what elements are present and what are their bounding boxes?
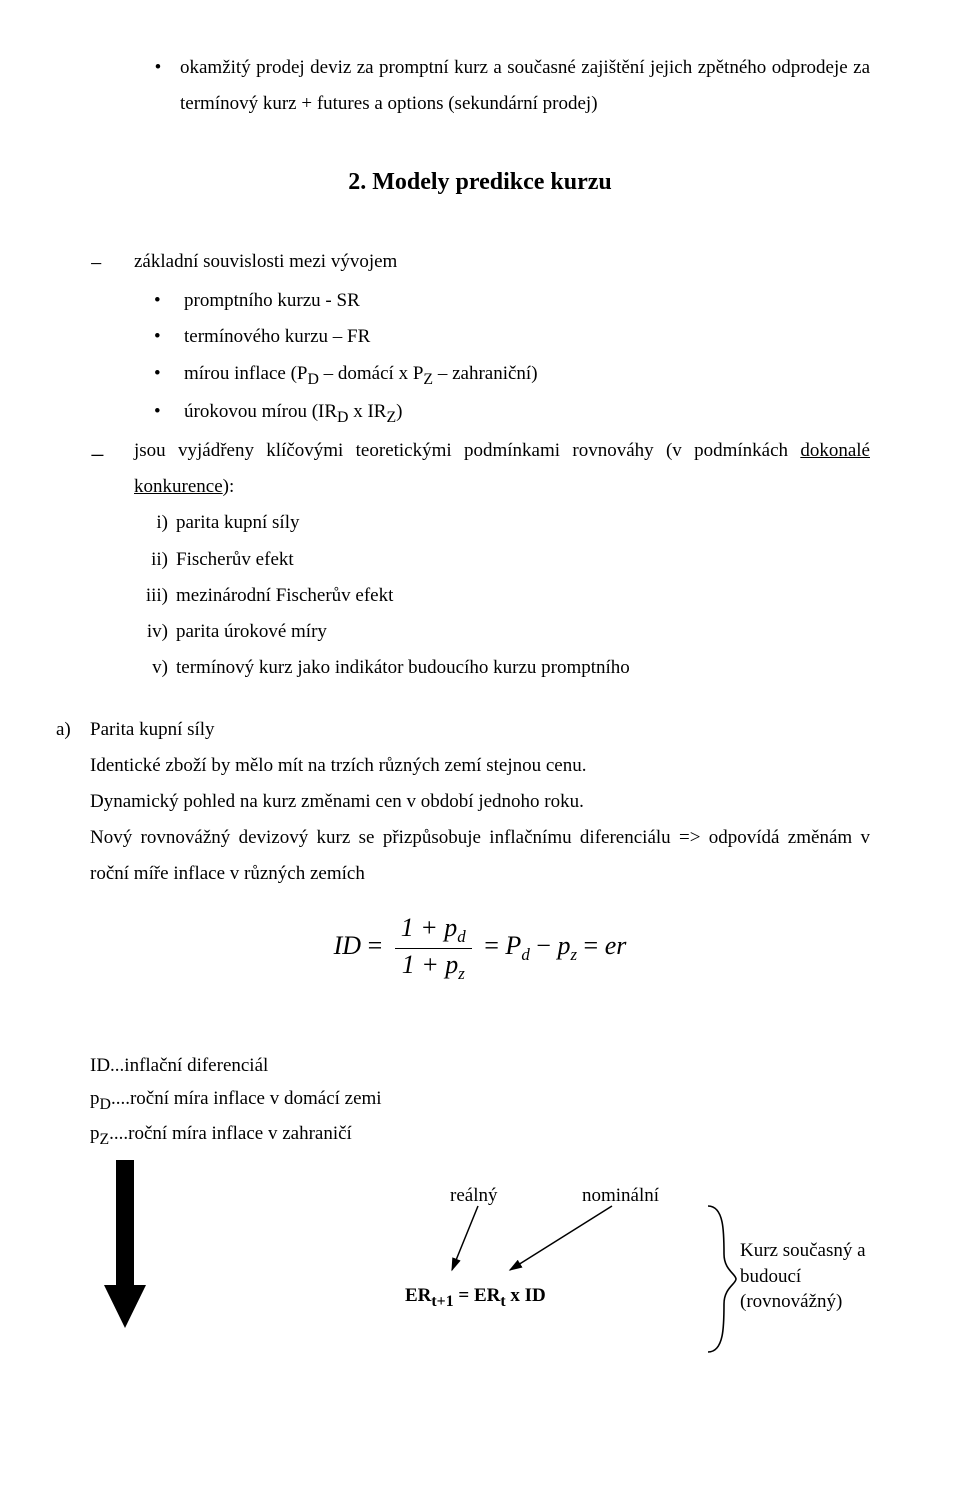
spacer [90, 1004, 870, 1030]
t: úrokovou mírou (IR [184, 401, 337, 422]
sub: D [337, 409, 348, 426]
t: x IR [348, 401, 386, 422]
spacer [90, 686, 870, 712]
t: ....roční míra inflace v zahraničí [109, 1123, 352, 1144]
roman-text: Fischerův efekt [176, 542, 294, 578]
roman-iii: iii) mezinárodní Fischerův efekt [122, 578, 870, 614]
def-pz: pZ....roční míra inflace v zahraničí [90, 1118, 870, 1154]
t: jsou vyjádřeny klíčovými teoretickými po… [134, 440, 800, 461]
roman-label: iii) [122, 578, 176, 614]
a-line2: Dynamický pohled na kurz změnami cen v o… [90, 784, 870, 820]
sub-bullet-1: • promptního kurzu - SR [154, 283, 870, 319]
fraction: 1 + pd 1 + pz [395, 912, 472, 984]
def-id: ID...inflační diferenciál [90, 1050, 870, 1082]
bullet-dot-icon: • [154, 319, 184, 355]
formula: ID = 1 + pd 1 + pz = Pd − pz = er [90, 912, 870, 984]
sub-bullet-3: • mírou inflace (PD – domácí x PZ – zahr… [154, 356, 870, 395]
top-bullet-text: okamžitý prodej deviz za promptní kurz a… [180, 50, 870, 122]
sub-bullet-text: úrokovou mírou (IRD x IRZ) [184, 394, 402, 433]
sub: Z [386, 409, 396, 426]
roman-label: iv) [122, 614, 176, 650]
roman-list: i) parita kupní síly ii) Fischerův efekt… [122, 505, 870, 685]
t: p [90, 1088, 100, 1109]
roman-label: ii) [122, 542, 176, 578]
sub-bullet-text: termínového kurzu – FR [184, 319, 370, 355]
t: – domácí x P [319, 363, 424, 384]
roman-text: parita kupní síly [176, 505, 299, 541]
curly-brace-icon [700, 1204, 740, 1354]
dash2-text: jsou vyjádřeny klíčovými teoretickými po… [134, 433, 870, 505]
top-bullet-row: • okamžitý prodej deviz za promptní kurz… [136, 50, 870, 122]
roman-text: termínový kurz jako indikátor budoucího … [176, 650, 630, 686]
def-pd: pD....roční míra inflace v domácí zemi [90, 1083, 870, 1119]
t: mírou inflace (P [184, 363, 307, 384]
a-line1: Identické zboží by mělo mít na trzích rů… [90, 748, 870, 784]
diagram: reálný nominální ERt+1 = ERt x ID Kurz s… [90, 1160, 870, 1370]
t: ): [223, 476, 235, 497]
sub: D [307, 370, 318, 387]
a-label: a) [56, 712, 90, 748]
roman-label: v) [122, 650, 176, 686]
sub: Z [100, 1131, 110, 1148]
roman-text: parita úrokové míry [176, 614, 327, 650]
sub-bullet-4: • úrokovou mírou (IRD x IRZ) [154, 394, 870, 433]
t: ) [396, 401, 402, 422]
a-title: Parita kupní síly [90, 712, 215, 748]
bullet-dot-icon: • [154, 283, 184, 319]
sub-bullet-2: • termínového kurzu – FR [154, 319, 870, 355]
roman-label: i) [122, 505, 176, 541]
dash-item-1: − základní souvislosti mezi vývojem [90, 244, 870, 284]
sub-bullet-text: promptního kurzu - SR [184, 283, 360, 319]
bullet-dot-icon: • [136, 50, 180, 86]
arrows-svg [90, 1160, 870, 1370]
page: • okamžitý prodej deviz za promptní kurz… [0, 0, 960, 1503]
roman-iv: iv) parita úrokové míry [122, 614, 870, 650]
dash-icon: − [90, 433, 134, 480]
dash-item-2: − jsou vyjádřeny klíčovými teoretickými … [90, 433, 870, 505]
dash1-intro: základní souvislosti mezi vývojem [134, 244, 397, 280]
sub: D [100, 1095, 111, 1112]
t: ....roční míra inflace v domácí zemi [111, 1088, 382, 1109]
roman-v: v) termínový kurz jako indikátor budoucí… [122, 650, 870, 686]
t: – zahraniční) [433, 363, 537, 384]
definitions: ID...inflační diferenciál pD....roční mí… [90, 1050, 870, 1154]
dash-icon: − [90, 244, 134, 284]
bullet-dot-icon: • [154, 356, 184, 392]
bullet-dot-icon: • [154, 394, 184, 430]
section-heading: 2. Modely predikce kurzu [90, 160, 870, 206]
sub-bullet-text: mírou inflace (PD – domácí x PZ – zahran… [184, 356, 538, 395]
t: p [90, 1123, 100, 1144]
roman-text: mezinárodní Fischerův efekt [176, 578, 393, 614]
section-a: a) Parita kupní síly Identické zboží by … [56, 712, 870, 892]
sub: Z [423, 370, 433, 387]
roman-ii: ii) Fischerův efekt [122, 542, 870, 578]
roman-i: i) parita kupní síly [122, 505, 870, 541]
a-body: Identické zboží by mělo mít na trzích rů… [90, 748, 870, 892]
a-line3: Nový rovnovážný devizový kurz se přizpůs… [90, 820, 870, 892]
a-heading-row: a) Parita kupní síly [56, 712, 870, 748]
